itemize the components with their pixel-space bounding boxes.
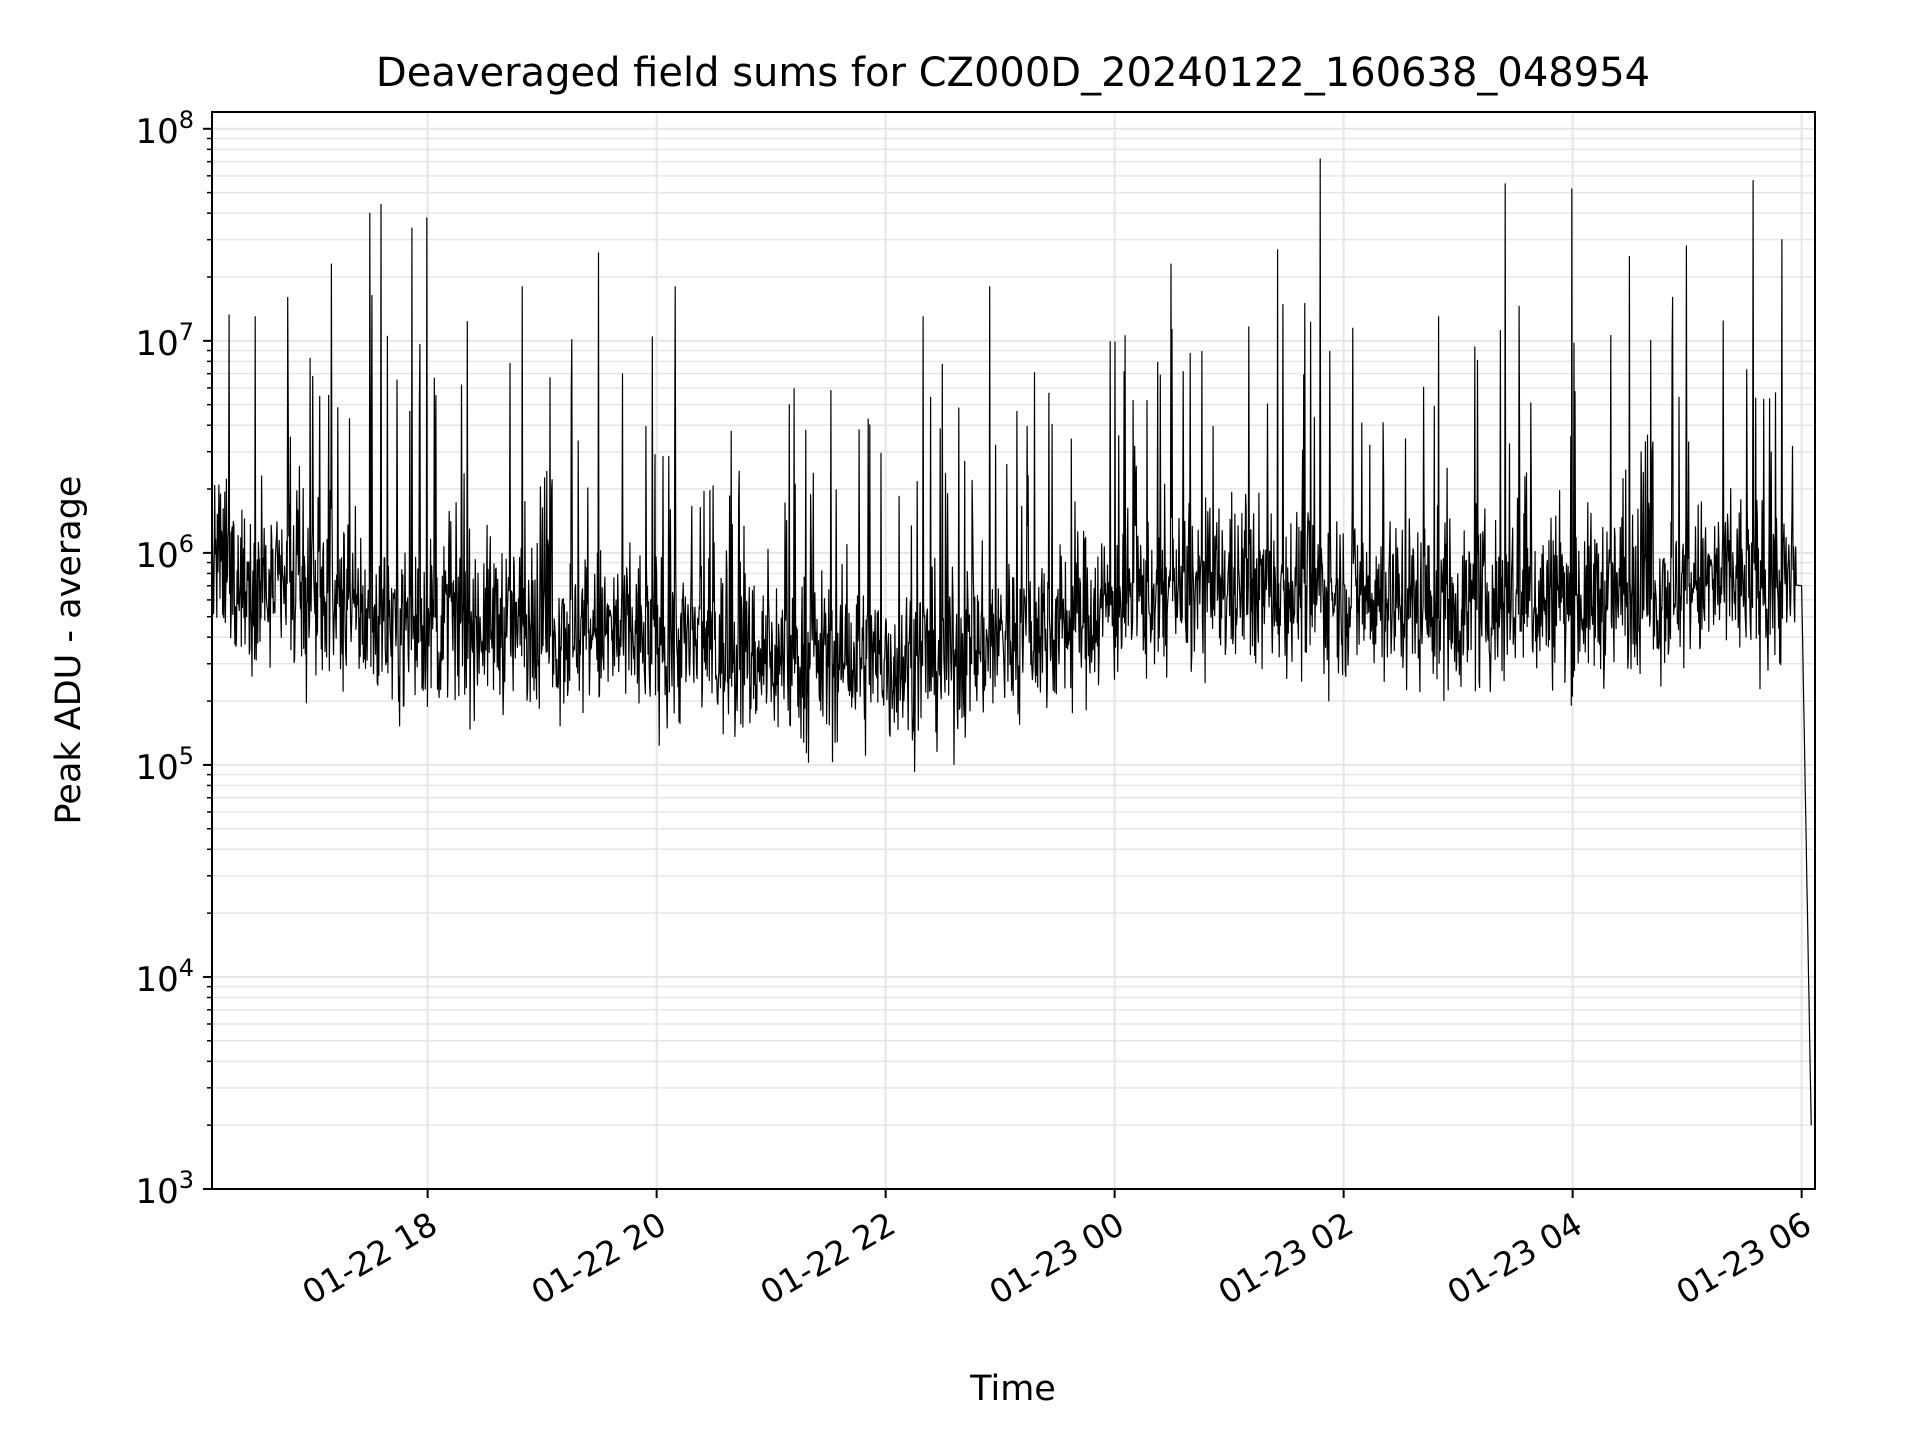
plot-area [211,158,1812,1126]
y-tick-label: 103 [135,1166,194,1212]
y-tick-label: 106 [135,530,194,576]
y-tick-label: 107 [135,318,194,364]
y-tick-label: 104 [135,954,194,1000]
x-axis-label: Time [969,1369,1056,1409]
axes-frame [211,111,1816,1190]
y-tick-label: 105 [135,742,194,788]
y-axis-label: Peak ADU - average [49,476,89,825]
y-tick-label: 108 [135,106,194,152]
chart-title: Deaveraged field sums for CZ000D_2024012… [376,50,1650,96]
series-line [211,158,1812,1126]
